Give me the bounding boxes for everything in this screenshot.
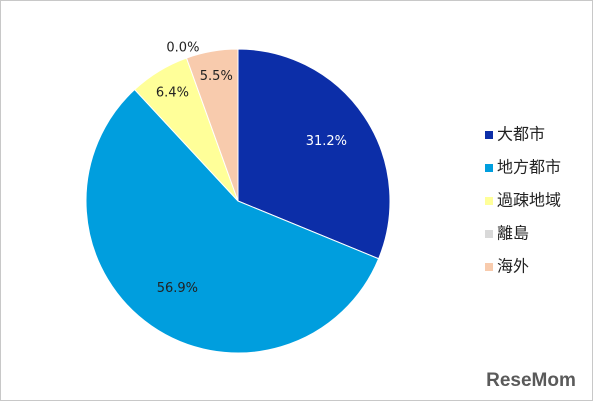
data-label: 0.0%: [166, 40, 199, 55]
data-label: 31.2%: [306, 134, 347, 149]
legend-label: 海外: [497, 257, 529, 276]
legend-swatch: [485, 164, 493, 172]
legend-swatch: [485, 131, 493, 139]
pie-slice: [237, 48, 391, 260]
legend-label: 地方都市: [497, 158, 561, 177]
data-label: 6.4%: [156, 86, 189, 101]
legend-label: 過疎地域: [497, 191, 561, 210]
legend-swatch: [485, 230, 493, 238]
legend-swatch: [485, 263, 493, 271]
legend-label: 大都市: [497, 125, 545, 144]
data-label: 56.9%: [157, 281, 198, 296]
watermark: ReseMom: [486, 370, 576, 391]
pie-slice: [185, 48, 239, 202]
pie-slice: [85, 88, 380, 354]
legend-label: 離島: [497, 224, 529, 243]
legend-swatch: [485, 197, 493, 205]
data-label: 5.5%: [200, 69, 233, 84]
